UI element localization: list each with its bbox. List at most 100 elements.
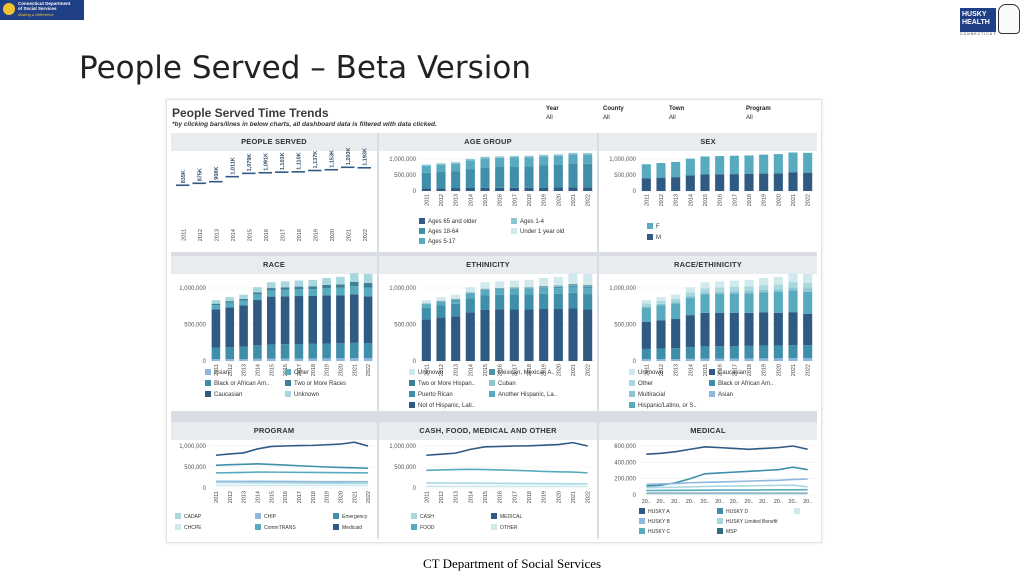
bar-segment[interactable]	[773, 345, 783, 359]
bar-segment[interactable]	[294, 343, 304, 359]
bar-segment[interactable]	[509, 166, 519, 188]
legend-item[interactable]: Black or African Am..	[709, 380, 773, 387]
bar-segment[interactable]	[656, 348, 666, 360]
bar-segment[interactable]	[436, 163, 446, 165]
bar-segment[interactable]	[436, 172, 446, 189]
bar-segment[interactable]	[308, 343, 318, 359]
bar-segment[interactable]	[465, 160, 475, 170]
bar-segment[interactable]	[336, 358, 345, 361]
legend-item[interactable]: HUSKY C	[639, 528, 670, 535]
people-served-chart[interactable]: 835K 875K 908K 1,011K 1,079K 1,091K 1,103K 1,11…	[171, 148, 377, 252]
bar-segment[interactable]	[553, 276, 563, 286]
bar-segment[interactable]	[509, 156, 519, 158]
legend-item[interactable]: HUSKY Limited Benefit	[717, 518, 778, 525]
bar-segment[interactable]	[788, 287, 798, 291]
bar-segment[interactable]	[280, 281, 290, 288]
bar-segment[interactable]	[759, 358, 769, 361]
bar-segment[interactable]	[583, 187, 593, 191]
bar-segment[interactable]	[239, 294, 248, 299]
bar-segment[interactable]	[700, 174, 710, 191]
filter-value[interactable]: All	[603, 115, 610, 121]
bar-segment[interactable]	[685, 347, 695, 359]
bar-segment[interactable]	[465, 158, 475, 161]
bar-segment[interactable]	[495, 294, 505, 310]
filter-value[interactable]: All	[746, 115, 753, 121]
legend-item[interactable]: Multiracial	[629, 391, 665, 398]
bar-segment[interactable]	[788, 172, 798, 191]
bar-segment[interactable]	[436, 305, 446, 318]
legend-item[interactable]: MEDICAL	[491, 513, 522, 520]
bar-segment[interactable]	[239, 298, 248, 301]
bar-segment[interactable]	[480, 156, 490, 159]
legend-item[interactable]: Asian	[709, 391, 733, 398]
bar-segment[interactable]	[211, 300, 221, 304]
bar-segment[interactable]	[322, 288, 331, 296]
bar-segment[interactable]	[322, 284, 331, 288]
bar-segment[interactable]	[729, 155, 739, 175]
ethnicity-chart[interactable]: 0 500,000 1,000,000 2011 2012 2013 2014 2015 201…	[379, 273, 597, 411]
bar-segment[interactable]	[465, 293, 475, 295]
bar-segment[interactable]	[451, 300, 461, 304]
bar-segment[interactable]	[253, 287, 262, 293]
legend-item[interactable]: Under 1 year old	[511, 228, 564, 235]
bar-segment[interactable]	[715, 156, 725, 175]
bar-segment[interactable]	[656, 305, 666, 321]
bar-segment[interactable]	[700, 294, 710, 313]
bar-segment[interactable]	[583, 153, 593, 155]
bar-segment[interactable]	[421, 319, 431, 361]
bar-segment[interactable]	[253, 300, 262, 346]
legend-item[interactable]: Caucasian	[709, 369, 746, 376]
bar-segment[interactable]	[568, 284, 578, 286]
age-group-chart[interactable]: 0 500,000 1,000,000 2011 2012 2013 2014 2015 201…	[379, 151, 597, 252]
bar-segment[interactable]	[421, 304, 431, 305]
bar-segment[interactable]	[744, 290, 754, 294]
bar-segment[interactable]	[744, 293, 754, 313]
bar-segment[interactable]	[539, 286, 549, 288]
bar-segment[interactable]	[211, 309, 221, 348]
bar-segment[interactable]	[685, 358, 695, 361]
bar-segment[interactable]	[539, 154, 549, 157]
bar-segment[interactable]	[729, 358, 739, 361]
bar-segment[interactable]	[363, 283, 373, 288]
bar-segment[interactable]	[266, 290, 276, 297]
bar-segment[interactable]	[421, 304, 431, 308]
bar-segment[interactable]	[509, 294, 519, 310]
bar-segment[interactable]	[773, 284, 783, 290]
bar-segment[interactable]	[715, 346, 725, 359]
bar-segment[interactable]	[465, 169, 475, 188]
bar-segment[interactable]	[685, 287, 695, 293]
legend-item[interactable]: FOOD	[411, 524, 434, 531]
legend-item[interactable]: Other	[285, 369, 309, 376]
bar-segment[interactable]	[759, 312, 769, 346]
sex-chart[interactable]: 0 500,000 1,000,000 2011 2012 2013 2014 2015 201…	[599, 151, 817, 252]
bar-segment[interactable]	[495, 157, 505, 167]
bar-segment[interactable]	[803, 358, 813, 361]
cash-food-medical-other-chart[interactable]: 0 500,000 1,000,000 2011 2012 2013 2014 2015 201…	[379, 440, 597, 539]
bar-segment[interactable]	[583, 273, 593, 286]
bar-segment[interactable]	[568, 292, 578, 309]
bar-segment[interactable]	[803, 288, 813, 292]
bar-segment[interactable]	[539, 288, 549, 294]
bar-segment[interactable]	[729, 346, 739, 359]
bar-segment[interactable]	[451, 294, 461, 299]
bar-segment[interactable]	[539, 293, 549, 310]
bar-segment[interactable]	[685, 297, 695, 316]
series-line[interactable]	[426, 441, 588, 457]
bar-segment[interactable]	[759, 285, 769, 290]
bar-segment[interactable]	[671, 348, 681, 360]
bar-segment[interactable]	[671, 161, 681, 178]
bar-segment[interactable]	[539, 187, 549, 191]
bar-segment[interactable]	[803, 152, 813, 173]
bar-segment[interactable]	[253, 358, 262, 361]
bar-segment[interactable]	[583, 154, 593, 164]
bar-segment[interactable]	[495, 187, 505, 191]
bar-segment[interactable]	[788, 290, 798, 313]
race-chart[interactable]: 0 500,000 1,000,000 2011 2012 2013 2014 2015 201…	[171, 273, 377, 411]
bar-segment[interactable]	[363, 358, 373, 361]
bar-segment[interactable]	[253, 345, 262, 359]
legend-item[interactable]: CHCPE	[175, 524, 202, 531]
bar-segment[interactable]	[671, 294, 681, 299]
bar-segment[interactable]	[583, 294, 593, 310]
bar-segment[interactable]	[568, 286, 578, 293]
bar-segment[interactable]	[349, 273, 359, 282]
